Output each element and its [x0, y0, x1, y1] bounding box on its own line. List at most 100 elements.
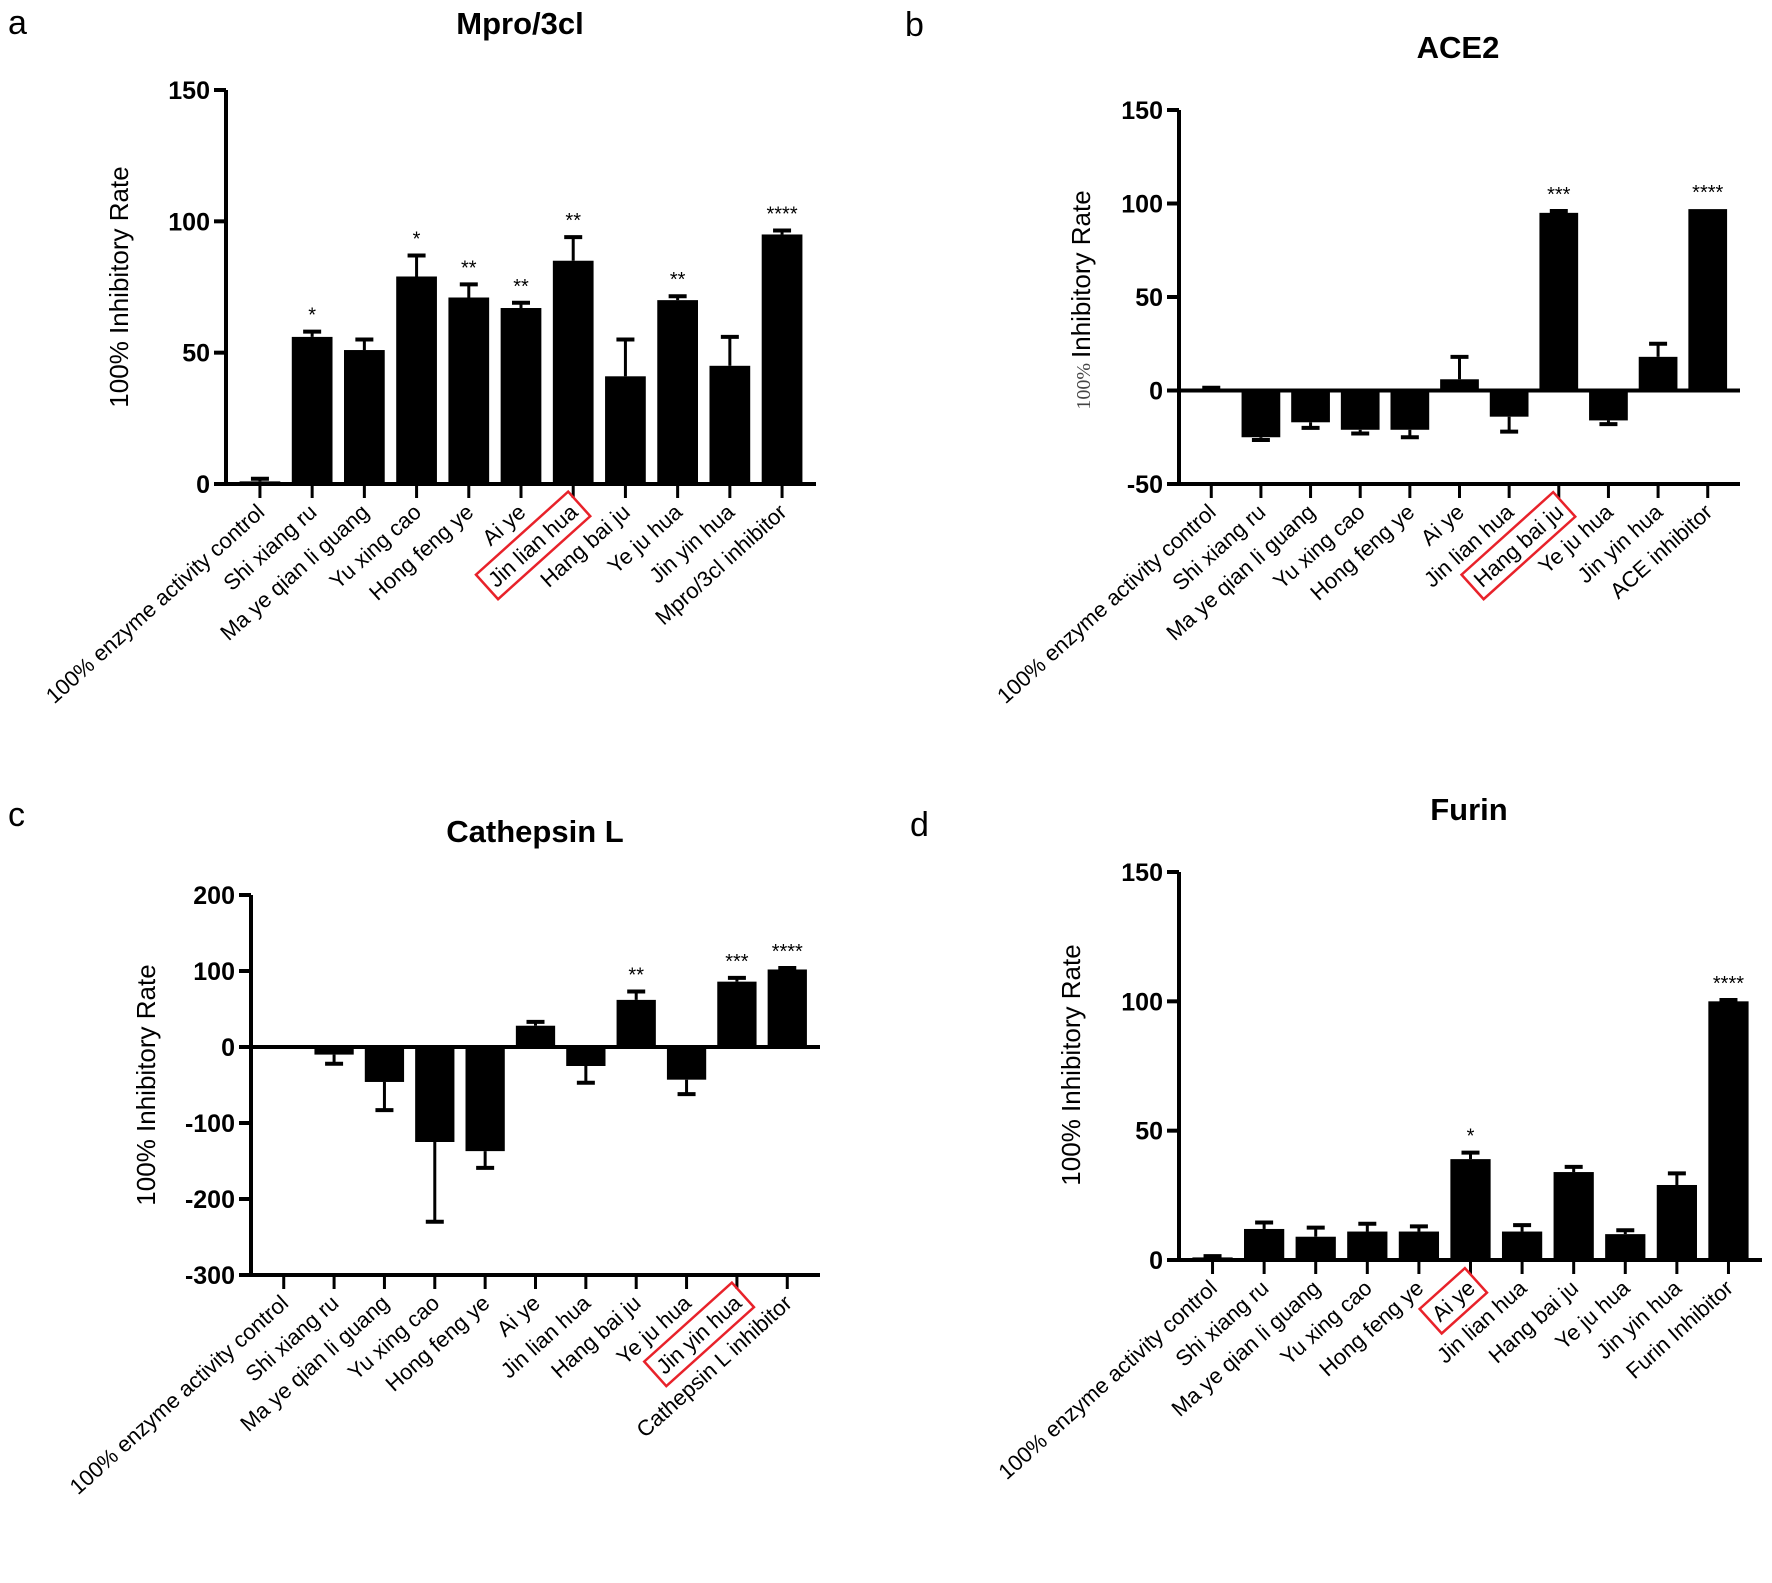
panel-c: c Cathepsin L 100% Inhibitory Rate -300 -200… [8, 796, 820, 1499]
x-tick-label-group: 100% enzyme activity control [993, 1275, 1221, 1484]
bar [1708, 1001, 1749, 1260]
bar [552, 260, 594, 484]
significance-label: ** [628, 965, 644, 987]
bar [415, 1047, 455, 1142]
bar [1539, 212, 1579, 391]
x-tick-label-group: 100% enzyme activity control [65, 1290, 293, 1499]
bar [1340, 390, 1380, 430]
significance-label: **** [766, 204, 797, 226]
y-tick-label: 50 [182, 340, 210, 368]
bar [761, 234, 803, 484]
y-tick-label: -100 [185, 1110, 235, 1138]
x-tick-label: 100% enzyme activity control [993, 1275, 1221, 1484]
significance-label: *** [725, 951, 749, 973]
y-tick-label: -200 [185, 1186, 235, 1214]
y-axis-label-prefix: 100% [1073, 358, 1095, 410]
y-axis-label: 100% Inhibitory Rate [104, 166, 134, 407]
y-tick-label: 100 [193, 958, 235, 986]
y-axis-label: 100% Inhibitory Rate [1066, 190, 1096, 409]
bar [1638, 356, 1678, 391]
panel-letter: a [8, 4, 27, 42]
bar [500, 308, 542, 484]
highlight-box [1459, 490, 1578, 601]
y-tick-label: 100 [168, 208, 210, 236]
bar [717, 981, 757, 1047]
significance-label: ** [565, 210, 581, 232]
panel-letter: c [8, 796, 25, 834]
significance-label: * [1467, 1126, 1475, 1148]
significance-label: **** [1713, 973, 1744, 995]
bar [1553, 1172, 1594, 1260]
significance-label: ** [670, 269, 686, 291]
significance-label: ** [461, 257, 477, 279]
y-axis-label: 100% Inhibitory Rate [1056, 944, 1086, 1185]
bar [264, 1046, 304, 1049]
y-tick-label: 200 [193, 882, 235, 910]
bar [616, 999, 656, 1047]
bar [1398, 1231, 1440, 1260]
y-tick-label: 0 [196, 471, 210, 499]
bar [657, 300, 698, 484]
bar [344, 350, 385, 484]
bar [448, 297, 490, 484]
bar [1192, 1257, 1233, 1260]
bar [1390, 390, 1430, 430]
y-tick-label: 100 [1121, 988, 1163, 1016]
significance-label: **** [772, 941, 803, 963]
bar [1501, 1231, 1543, 1260]
bar [666, 1047, 707, 1080]
y-tick-label: 0 [1149, 1247, 1163, 1275]
bar [1241, 390, 1281, 438]
panel-letter: d [910, 806, 929, 844]
panel-a: a Mpro/3cl 100% Inhibitory Rate 0 50 100 150 10… [8, 4, 816, 708]
highlight-box [474, 489, 593, 601]
bar [1656, 1184, 1697, 1260]
significance-label: ** [513, 276, 529, 298]
significance-label: *** [1547, 184, 1571, 206]
y-tick-label: 150 [1121, 97, 1163, 125]
bar [566, 1047, 606, 1066]
bar [709, 365, 751, 484]
panel-letter: b [905, 6, 924, 44]
x-tick-label-group: 100% enzyme activity control [41, 499, 269, 708]
bar [1605, 1234, 1646, 1260]
significance-label: * [308, 305, 316, 327]
y-tick-label: 0 [1149, 378, 1163, 406]
bar [314, 1047, 354, 1055]
bar [767, 969, 807, 1047]
bar [1688, 209, 1728, 391]
highlight-box [1417, 1266, 1489, 1336]
x-tick-label: 100% enzyme activity control [65, 1290, 293, 1499]
y-tick-label: 150 [1121, 859, 1163, 887]
y-tick-label: -50 [1127, 471, 1163, 499]
y-axis-label-text: Inhibitory Rate [1066, 190, 1096, 358]
bar [1295, 1236, 1336, 1260]
chart-title: Furin [1430, 792, 1508, 827]
panel-b: b ACE2 100% Inhibitory Rate -50 0 50 100 150 100… [905, 6, 1740, 708]
y-tick-label: 0 [221, 1034, 235, 1062]
significance-label: * [413, 228, 421, 250]
chart-title: Mpro/3cl [456, 6, 583, 41]
y-tick-label: 100 [1121, 191, 1163, 219]
bar [1291, 390, 1330, 423]
chart-title: Cathepsin L [446, 814, 623, 849]
y-tick-label: 50 [1135, 284, 1163, 312]
bar [396, 276, 437, 484]
bar [1347, 1231, 1388, 1260]
bar [364, 1047, 405, 1082]
bar [239, 481, 281, 484]
chart-title: ACE2 [1417, 30, 1500, 65]
y-tick-label: 50 [1135, 1118, 1163, 1146]
bar [1489, 390, 1529, 417]
x-tick-label: 100% enzyme activity control [41, 499, 269, 708]
panel-d: d Furin 100% Inhibitory Rate 0 50 100 150 100% … [910, 792, 1762, 1484]
bar [1450, 1159, 1491, 1260]
bar [605, 376, 646, 484]
bar [1440, 379, 1479, 391]
bar [1589, 390, 1628, 421]
y-tick-label: -300 [185, 1262, 235, 1290]
y-axis-label: 100% Inhibitory Rate [131, 964, 161, 1205]
bar [1244, 1228, 1285, 1260]
significance-label: **** [1692, 182, 1723, 204]
